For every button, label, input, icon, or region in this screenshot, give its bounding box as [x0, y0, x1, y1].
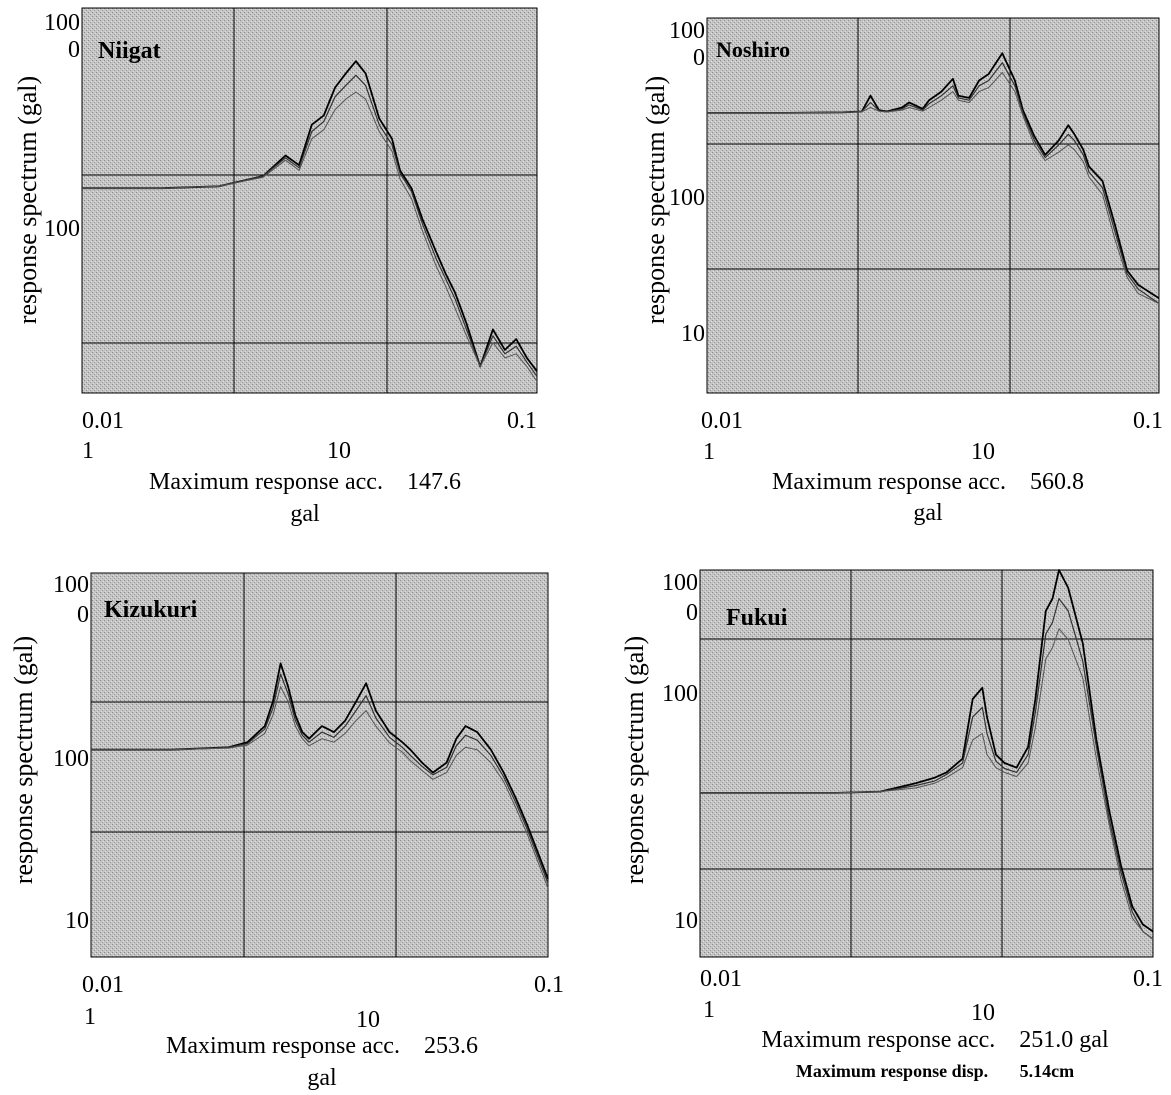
x-axis-label-niigat: Maximum response acc. 147.6: [149, 469, 461, 495]
x-axis-label-line2-niigat: gal: [290, 501, 320, 527]
y-tick-fukui-4: 10: [674, 908, 698, 934]
y-tick-kizukuri-2: 0: [77, 602, 89, 628]
x-tick-bottom-fukui-2: 10: [971, 1000, 995, 1026]
series-line-3: [91, 686, 549, 889]
x-tick-bottom-niigat-1: 1: [82, 438, 94, 464]
y-tick-fukui-1: 100: [662, 570, 698, 596]
x-axis-label-noshiro: Maximum response acc. 560.8: [772, 469, 1084, 495]
y-tick-niigat-1: 100: [44, 10, 80, 36]
series-line-1: [700, 569, 1154, 933]
x-tick-bottom-fukui-1: 1: [703, 997, 715, 1023]
chart-kizukuri: Kizukuri 100 0 100 10 response spectrum …: [9, 572, 564, 1091]
y-tick-fukui-3: 100: [662, 681, 698, 707]
x-tick-bottom-noshiro-2: 10: [971, 439, 995, 465]
y-tick-niigat-2: 0: [68, 37, 80, 63]
series-line-3: [707, 72, 1160, 304]
y-tick-niigat-3: 100: [44, 216, 80, 242]
x-tick-top-fukui-1: 0.01: [700, 966, 742, 992]
x-axis-label-line2-kizukuri: gal: [307, 1065, 337, 1091]
y-tick-kizukuri-3: 100: [53, 746, 89, 772]
x-tick-bottom-kizukuri-1: 1: [84, 1004, 96, 1030]
x-tick-top-kizukuri-2: 0.1: [534, 972, 564, 998]
y-tick-noshiro-4: 10: [681, 321, 705, 347]
y-tick-noshiro-1: 100: [669, 18, 705, 44]
x-axis-label-kizukuri: Maximum response acc. 253.6: [166, 1033, 478, 1059]
y-axis-label-fukui: response spectrum (gal): [620, 636, 649, 884]
y-tick-noshiro-3: 100: [669, 185, 705, 211]
chart-title-niigat: Niigat: [98, 38, 161, 64]
x-tick-top-noshiro-2: 0.1: [1133, 408, 1163, 434]
y-axis-label-kizukuri: response spectrum (gal): [9, 636, 38, 884]
chart-fukui: Fukui 100 0 100 10 response spectrum (ga…: [620, 569, 1163, 1081]
chart-niigat: Niigat 100 0 100 response spectrum (gal)…: [13, 7, 538, 527]
x-tick-top-kizukuri-1: 0.01: [82, 972, 124, 998]
y-axis-label-noshiro: response spectrum (gal): [641, 76, 670, 324]
x-axis-label-line2-fukui: Maximum response disp. 5.14cm: [796, 1061, 1074, 1081]
plot-area-fukui: [699, 569, 1154, 958]
x-tick-top-noshiro-1: 0.01: [701, 408, 743, 434]
series-line-2: [82, 74, 538, 377]
series-line-3: [82, 91, 538, 382]
y-tick-kizukuri-1: 100: [53, 572, 89, 598]
series-line-1: [91, 662, 549, 880]
plot-area-noshiro: [706, 17, 1160, 394]
x-tick-top-niigat-1: 0.01: [82, 408, 124, 434]
x-tick-bottom-niigat-2: 10: [327, 438, 351, 464]
x-tick-top-niigat-2: 0.1: [507, 408, 537, 434]
y-tick-fukui-2: 0: [686, 600, 698, 626]
x-tick-bottom-kizukuri-2: 10: [356, 1007, 380, 1033]
x-tick-bottom-noshiro-1: 1: [703, 439, 715, 465]
plot-area-kizukuri: [90, 572, 549, 958]
chart-title-fukui: Fukui: [726, 605, 788, 631]
y-tick-noshiro-2: 0: [693, 45, 705, 71]
chart-title-kizukuri: Kizukuri: [104, 597, 198, 623]
x-axis-label-line2-noshiro: gal: [913, 500, 943, 526]
chart-title-noshiro: Noshiro: [716, 37, 790, 62]
series-line-3: [700, 628, 1154, 940]
plot-area-niigat: [81, 7, 538, 394]
x-axis-label-fukui: Maximum response acc. 251.0 gal: [761, 1027, 1109, 1053]
series-line-1: [82, 60, 538, 372]
y-tick-kizukuri-4: 10: [65, 908, 89, 934]
y-axis-label-niigat: response spectrum (gal): [13, 76, 42, 324]
series-line-2: [91, 673, 549, 884]
series-line-2: [700, 598, 1154, 940]
x-tick-top-fukui-2: 0.1: [1133, 966, 1163, 992]
chart-noshiro: Noshiro 100 0 100 10 response spectrum (…: [641, 17, 1163, 526]
